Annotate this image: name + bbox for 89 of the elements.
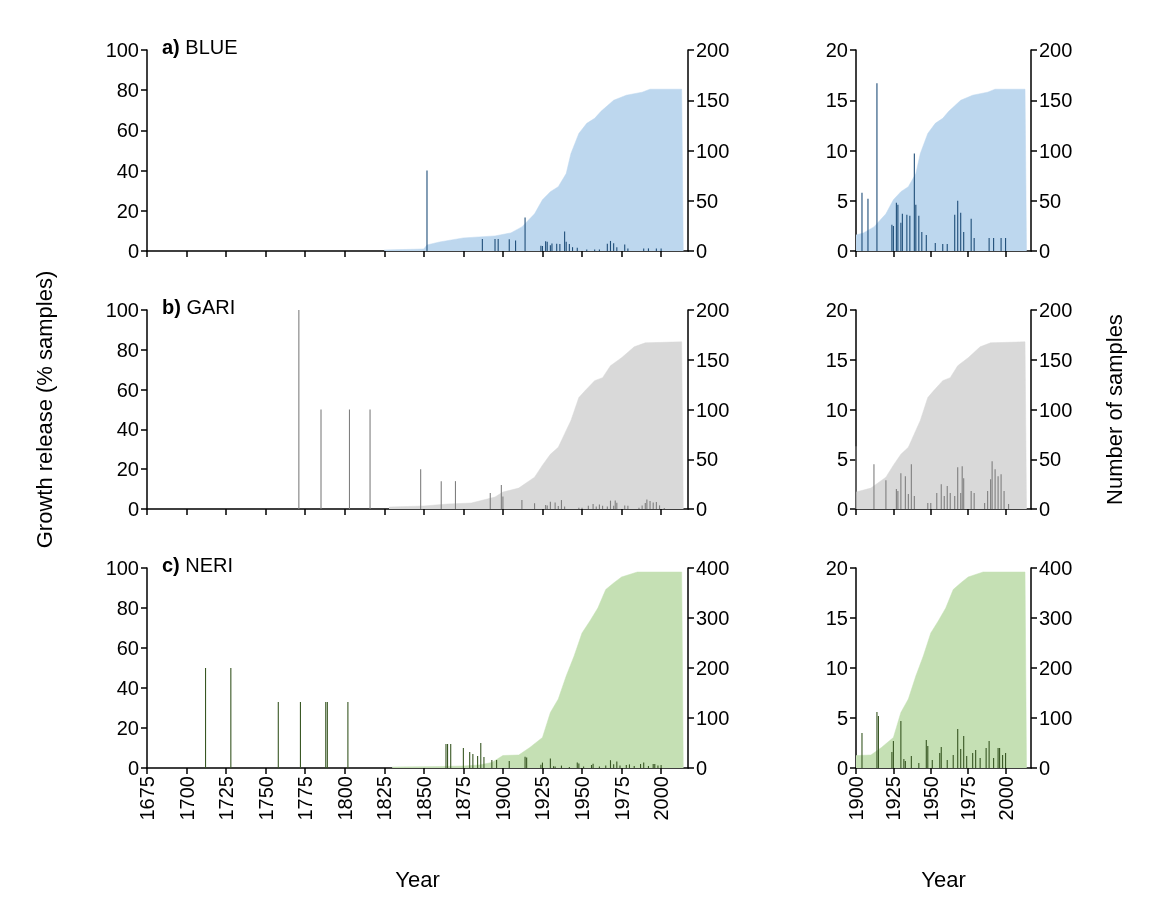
y-tick-label: 60 <box>116 378 139 401</box>
x-tick-label: 1725 <box>215 776 238 821</box>
y-tick-label: 5 <box>836 707 848 729</box>
y-tick-label: 80 <box>116 338 139 361</box>
y-tick-label: 100 <box>105 299 139 321</box>
x-tick-label: 1950 <box>919 776 942 821</box>
x-tick-label: 1925 <box>531 776 554 821</box>
y2-tick-label: 0 <box>1039 498 1051 520</box>
y-tick-label: 20 <box>825 299 848 321</box>
y-tick-label: 10 <box>825 657 848 679</box>
x-tick-label: 1800 <box>333 776 356 821</box>
x-tick-label: 1975 <box>957 776 980 821</box>
y-tick-label: 40 <box>116 418 139 441</box>
y-axis-title: Growth release (% samples) <box>31 270 57 549</box>
y2-tick-label: 200 <box>1039 657 1073 679</box>
x-tick-label: 1900 <box>845 776 867 821</box>
y2-tick-label: 0 <box>1039 757 1051 779</box>
x-tick-label: 1975 <box>610 776 633 821</box>
y2-tick-label: 150 <box>1039 348 1073 371</box>
x-tick-label: 1675 <box>136 776 158 821</box>
y-tick-label: 0 <box>836 757 848 779</box>
chart-title: b) GARI <box>162 296 236 318</box>
y2-tick-label: 150 <box>1039 89 1073 112</box>
y-tick-label: 40 <box>116 159 139 182</box>
y-tick-label: 0 <box>127 498 139 520</box>
x-tick-label: 1850 <box>412 776 435 821</box>
x-tick-label: 2000 <box>994 776 1017 821</box>
y-tick-label: 20 <box>116 717 139 739</box>
y-tick-label: 100 <box>105 39 139 61</box>
x-tick-label: 1825 <box>373 776 396 821</box>
y-tick-label: 20 <box>825 39 848 61</box>
x-axis-title: Year <box>395 866 440 892</box>
y2-tick-label: 100 <box>696 398 730 421</box>
y2-tick-label: 50 <box>696 189 719 212</box>
y2-tick-label: 100 <box>1039 139 1073 162</box>
y2-axis-title: Number of samples <box>1101 314 1127 505</box>
y2-tick-label: 150 <box>696 89 730 112</box>
y2-tick-label: 0 <box>696 498 708 520</box>
y-tick-label: 0 <box>836 240 848 262</box>
y-tick-label: 100 <box>105 557 139 579</box>
y-tick-label: 5 <box>836 448 848 471</box>
y-tick-label: 80 <box>116 597 139 619</box>
y-tick-label: 0 <box>836 498 848 520</box>
y2-tick-label: 0 <box>696 757 708 779</box>
y2-tick-label: 0 <box>696 240 708 262</box>
y2-tick-label: 300 <box>696 607 730 629</box>
y-tick-label: 20 <box>825 557 848 579</box>
x-tick-label: 1775 <box>294 776 317 821</box>
y-tick-label: 5 <box>836 189 848 212</box>
y2-tick-label: 200 <box>696 39 730 61</box>
y2-tick-label: 50 <box>1039 189 1062 212</box>
y2-tick-label: 100 <box>1039 707 1073 729</box>
x-tick-label: 1750 <box>254 776 277 821</box>
y-tick-label: 60 <box>116 119 139 142</box>
y-tick-label: 10 <box>825 139 848 162</box>
y2-tick-label: 0 <box>1039 240 1051 262</box>
y2-tick-label: 300 <box>1039 607 1073 629</box>
y2-tick-label: 400 <box>1039 557 1073 579</box>
y-tick-label: 15 <box>825 607 848 629</box>
y-tick-label: 80 <box>116 79 139 102</box>
y2-tick-label: 200 <box>1039 299 1073 321</box>
y-tick-label: 15 <box>825 89 848 112</box>
y2-tick-label: 100 <box>696 707 730 729</box>
x-tick-label: 1900 <box>491 776 514 821</box>
y2-tick-label: 100 <box>696 139 730 162</box>
x-tick-label: 1875 <box>452 776 475 821</box>
y-tick-label: 20 <box>116 199 139 222</box>
y2-tick-label: 200 <box>1039 39 1073 61</box>
chart-title: a) BLUE <box>162 36 238 58</box>
y-tick-label: 10 <box>825 398 848 421</box>
chart-title: c) NERI <box>162 554 234 576</box>
y-tick-label: 40 <box>116 677 139 699</box>
y2-tick-label: 150 <box>696 348 730 371</box>
y2-tick-label: 50 <box>696 448 719 471</box>
y-tick-label: 60 <box>116 637 139 659</box>
x-tick-label: 2000 <box>650 776 673 821</box>
x-tick-label: 1950 <box>571 776 594 821</box>
y2-tick-label: 50 <box>1039 448 1062 471</box>
x-axis-title: Year <box>921 866 966 892</box>
y2-tick-label: 400 <box>696 557 730 579</box>
y2-tick-label: 200 <box>696 299 730 321</box>
y-tick-label: 0 <box>127 757 139 779</box>
y2-tick-label: 100 <box>1039 398 1073 421</box>
y-tick-label: 0 <box>127 240 139 262</box>
y-tick-label: 20 <box>116 458 139 481</box>
x-tick-label: 1925 <box>882 776 905 821</box>
y-tick-label: 15 <box>825 348 848 371</box>
y2-tick-label: 200 <box>696 657 730 679</box>
x-tick-label: 1700 <box>175 776 198 821</box>
